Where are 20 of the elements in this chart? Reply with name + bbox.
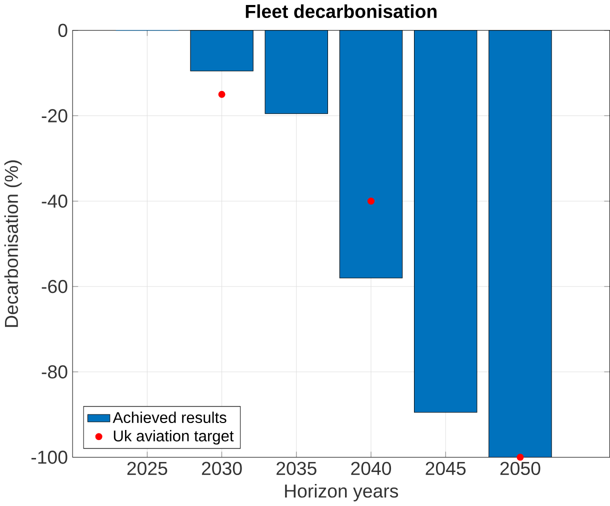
x-tick-label: 2045 xyxy=(426,462,466,476)
x-tick-label: 2050 xyxy=(500,462,540,476)
x-tick-label: 2040 xyxy=(351,462,392,476)
y-tick-label: -40 xyxy=(42,194,68,208)
y-tick-label: -80 xyxy=(42,365,68,379)
point xyxy=(368,198,375,205)
y-tick-label: -60 xyxy=(42,280,68,294)
point xyxy=(516,454,524,461)
x-tick-label: 2035 xyxy=(276,462,316,476)
y-tick-label: -20 xyxy=(42,109,68,123)
point xyxy=(218,91,226,98)
y-tick-label: 0 xyxy=(58,24,68,38)
legend-label: Uk aviation target xyxy=(114,430,234,445)
y-axis-title: Decarbonisation (%) xyxy=(4,160,22,328)
x-tick-label: 2025 xyxy=(127,462,168,476)
legend-label: Achieved results xyxy=(112,412,226,424)
x-tick-label: 2030 xyxy=(202,462,242,476)
chart-title: Fleet decarbonisation xyxy=(246,4,436,18)
y-tick-label: -100 xyxy=(31,450,68,464)
x-axis-title: Horizon years xyxy=(285,484,398,502)
